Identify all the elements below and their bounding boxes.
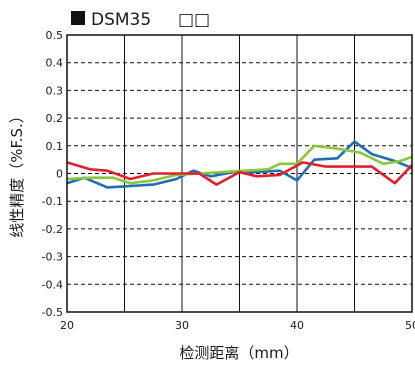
y-tick-label: 0.1 [46, 140, 64, 153]
x-tick-label: 30 [175, 319, 189, 332]
series-line [67, 140, 412, 189]
legend-filled-square-icon [71, 11, 85, 25]
series-line [67, 161, 412, 186]
tick-layer: 0.5 0.4 0.3 0.2 0.1 0 -0.1 -0.2 -0.3 -0.4 -0.520 30… [42, 29, 415, 332]
x-tick-label: 40 [290, 319, 304, 332]
y-tick-label: -0.5 [42, 306, 63, 319]
y-tick-label: -0.1 [42, 195, 63, 208]
x-tick-label: 50 [405, 319, 415, 332]
y-tick-label: 0.2 [46, 112, 64, 125]
y-tick-label: 0 [56, 168, 63, 181]
x-axis-label: 检测距离（mm） [179, 344, 298, 362]
y-tick-label: 0.4 [46, 57, 64, 70]
y-tick-label: -0.3 [42, 251, 63, 264]
y-tick-label: 0.3 [46, 84, 64, 97]
chart-title: DSM35 □□ [71, 10, 210, 30]
chart-title-suffix: □□ [178, 10, 210, 30]
grid-layer [67, 35, 412, 312]
chart-title-text: DSM35 [91, 10, 151, 30]
series-layer [67, 140, 412, 189]
x-tick-label: 20 [60, 319, 74, 332]
y-tick-label: -0.4 [42, 278, 63, 291]
y-tick-label: -0.2 [42, 223, 63, 236]
y-tick-label: 0.5 [46, 29, 64, 42]
plot-frame [66, 34, 413, 313]
y-axis-label: 线性精度（%F.S.） [8, 108, 26, 238]
series-line [67, 144, 412, 185]
